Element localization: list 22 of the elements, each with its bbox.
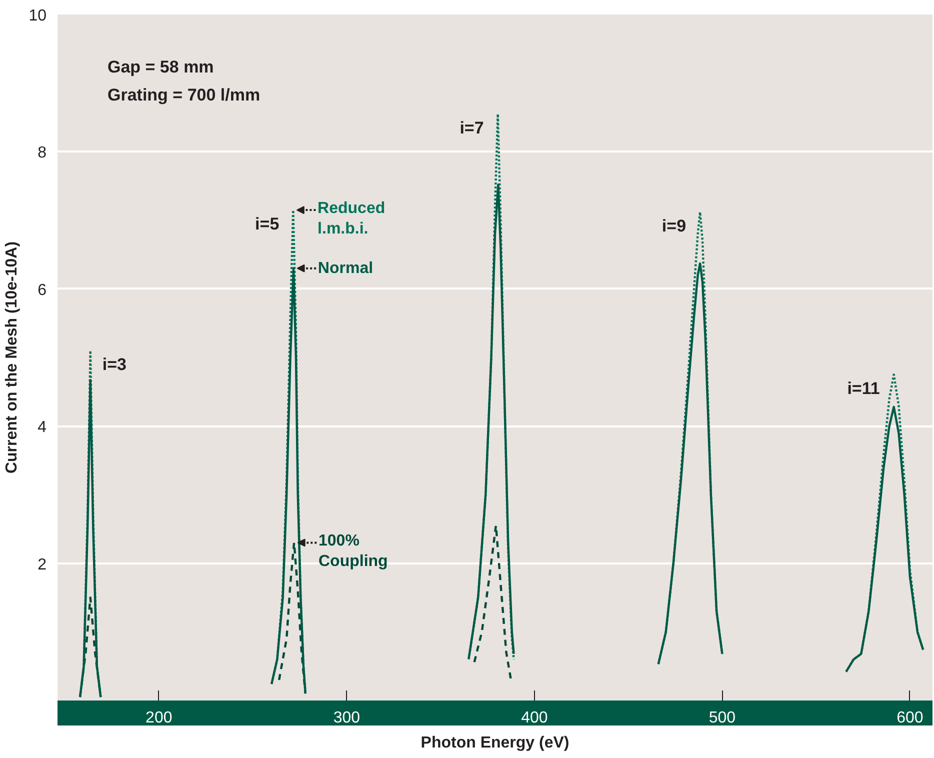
annotation: i=5 bbox=[255, 214, 280, 234]
annotation: i=3 bbox=[102, 355, 126, 374]
series-label: Reduced l.m.b.i. bbox=[318, 200, 386, 238]
x-axis-title: Photon Energy (eV) bbox=[420, 734, 570, 752]
x-tick-label: 600 bbox=[896, 710, 924, 726]
y-tick-label: 4 bbox=[38, 419, 47, 436]
y-tick-label: 6 bbox=[38, 282, 47, 299]
annotation: i=9 bbox=[662, 216, 686, 236]
annotation: Grating = 700 l/mm bbox=[108, 86, 260, 104]
annotation: i=7 bbox=[460, 118, 484, 138]
y-tick-label: 2 bbox=[38, 556, 47, 574]
y-tick-label: 10 bbox=[28, 8, 47, 24]
annotation: i=11 bbox=[847, 379, 880, 398]
x-tick-label: 200 bbox=[146, 710, 172, 726]
x-tick-label: 500 bbox=[708, 710, 736, 726]
annotation: Gap = 58 mm bbox=[108, 58, 214, 76]
x-tick-label: 300 bbox=[333, 710, 360, 726]
series-label: Normal bbox=[318, 260, 374, 277]
y-axis-title: Current on the Mesh (10e-10A) bbox=[4, 241, 21, 474]
series-label: 100% Coupling bbox=[318, 532, 388, 570]
y-tick-label: 8 bbox=[38, 144, 47, 162]
x-tick-label: 400 bbox=[521, 710, 548, 726]
